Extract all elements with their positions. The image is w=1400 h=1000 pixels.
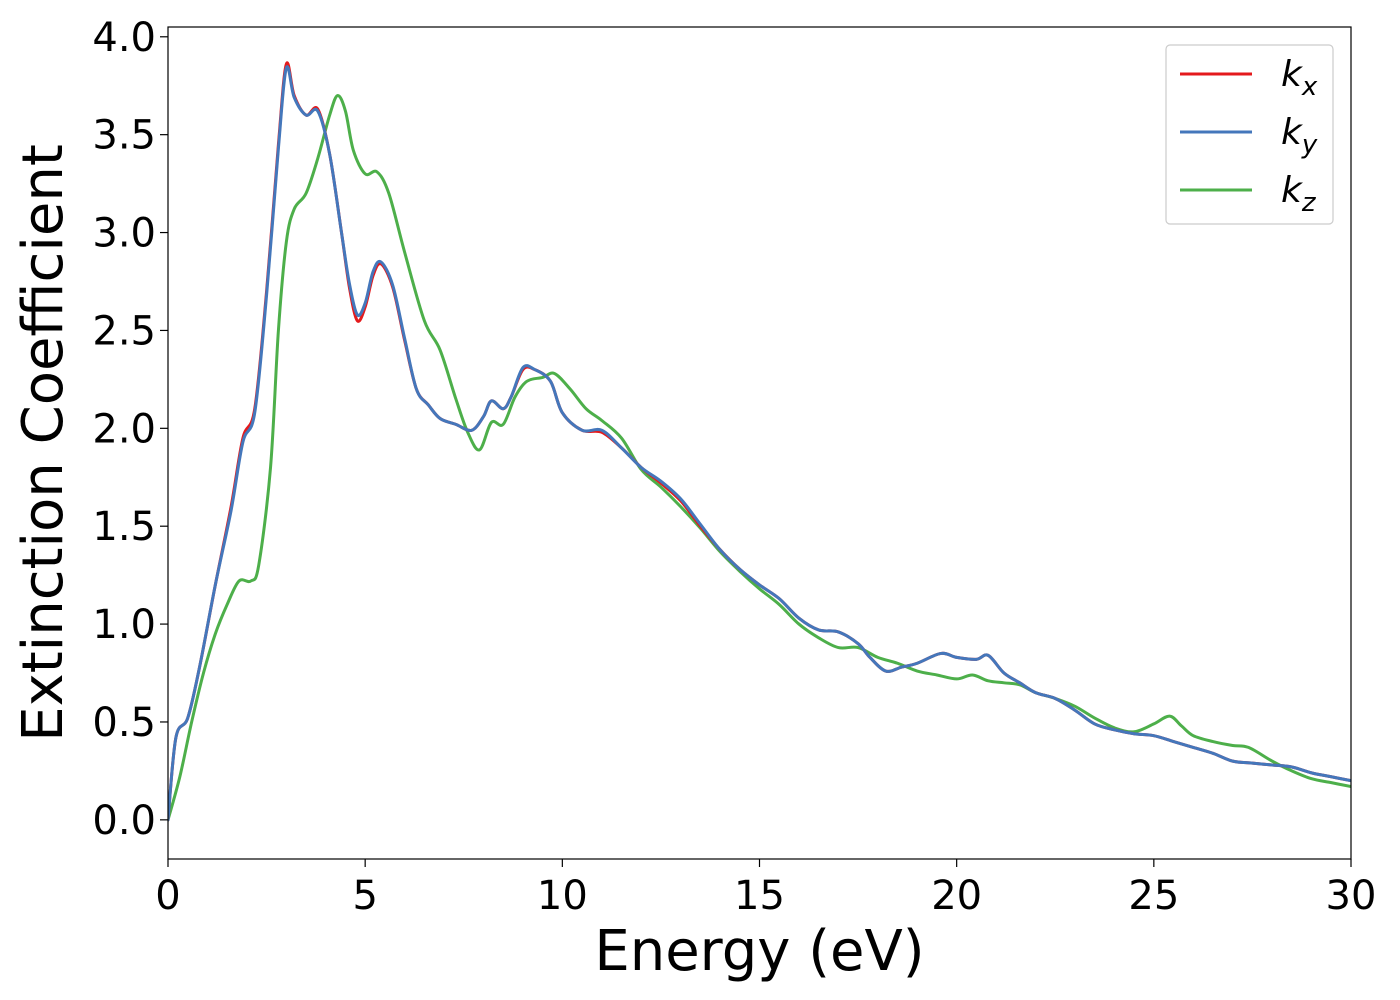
y-tick-label: 0.5 [92,700,156,746]
y-tick-label: 0.0 [92,798,156,844]
y-tick-label: 2.0 [92,406,156,452]
y-axis-label: Extinction Coefficient [11,144,76,742]
x-tick-label: 15 [734,873,785,919]
y-tick-label: 2.5 [92,308,156,354]
x-tick-label: 25 [1128,873,1179,919]
series-line-k-y [168,65,1351,822]
y-tick-label: 3.5 [92,113,156,159]
series-line-k-z [168,94,1351,822]
x-tick-label: 30 [1326,873,1377,919]
legend: kx ky kz [1165,44,1334,225]
legend-label-k-y: ky [1281,112,1318,160]
series-layer [168,61,1351,822]
x-tick-label: 0 [155,873,180,919]
y-axis-ticks: 0.0 0.5 1.0 1.5 2.0 2.5 3.0 3.5 4.0 [92,15,168,844]
x-axis-ticks: 0 5 10 15 20 25 30 [155,859,1376,919]
x-axis-label: Energy (eV) [594,919,924,984]
y-tick-label: 3.0 [92,211,156,257]
legend-box [1165,44,1334,225]
x-tick-label: 10 [537,873,588,919]
x-tick-label: 20 [931,873,982,919]
legend-label-k-z: kz [1281,170,1317,218]
y-tick-label: 4.0 [92,15,156,61]
y-tick-label: 1.5 [92,504,156,550]
x-tick-label: 5 [352,873,377,919]
legend-label-k-x: kx [1281,54,1318,102]
y-tick-label: 1.0 [92,602,156,648]
